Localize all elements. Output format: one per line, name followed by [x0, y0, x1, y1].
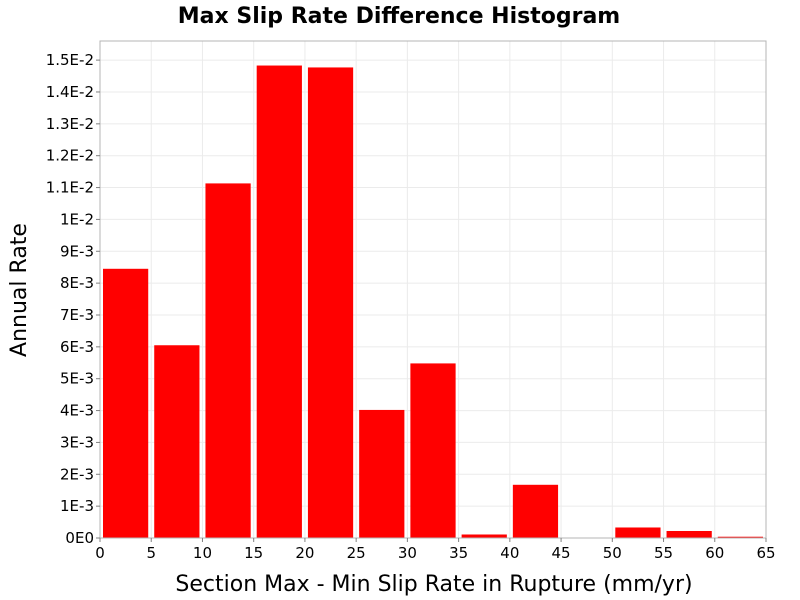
y-tick-label: 1.4E-2: [46, 83, 94, 101]
y-tick-label: 2E-3: [60, 465, 94, 483]
y-tick-label: 1E-3: [60, 497, 94, 515]
y-axis-label: Annual Rate: [7, 223, 32, 357]
x-tick-label: 25: [347, 544, 366, 562]
bar-40-45: [512, 484, 559, 538]
y-tick-label: 1E-2: [60, 210, 94, 228]
y-tick-label: 1.5E-2: [46, 51, 94, 69]
y-tick-label: 9E-3: [60, 242, 94, 260]
x-tick-label: 65: [756, 544, 775, 562]
bar-25-30: [359, 409, 405, 538]
x-tick-label: 30: [398, 544, 417, 562]
y-tick-label: 3E-3: [60, 433, 94, 451]
y-tick-label: 4E-3: [60, 402, 94, 420]
y-tick-label: 6E-3: [60, 338, 94, 356]
y-axis-ticks: 0E0 1E-3 2E-3 3E-3 4E-3 5E-3 6E-3 7E-3 8E-3 9E-3 1…: [46, 51, 100, 547]
bars: [103, 65, 763, 539]
x-tick-label: 40: [500, 544, 519, 562]
x-tick-label: 10: [193, 544, 212, 562]
bar-15-20: [256, 65, 302, 539]
x-tick-label: 45: [552, 544, 571, 562]
x-tick-label: 55: [654, 544, 673, 562]
x-tick-label: 20: [295, 544, 314, 562]
y-tick-label: 7E-3: [60, 306, 94, 324]
bar-55-60: [666, 530, 712, 538]
x-tick-label: 35: [449, 544, 468, 562]
chart-title: Max Slip Rate Difference Histogram: [178, 4, 620, 29]
y-tick-label: 1.3E-2: [46, 115, 94, 133]
bar-50-55: [615, 527, 661, 538]
x-tick-label: 0: [95, 544, 105, 562]
x-tick-label: 5: [146, 544, 156, 562]
bar-60-65: [717, 536, 763, 538]
y-tick-label: 0E0: [65, 529, 94, 547]
bar-5-10: [154, 345, 200, 538]
x-tick-label: 50: [603, 544, 622, 562]
bar-10-15: [205, 183, 251, 539]
bar-20-25: [307, 67, 354, 539]
bar-30-35: [410, 363, 456, 538]
y-tick-label: 8E-3: [60, 274, 94, 292]
y-tick-label: 5E-3: [60, 370, 94, 388]
x-axis-ticks: 0 5 10 15 20 25 30 35 40 45 50 55 60 65: [95, 538, 776, 562]
bar-0-5: [103, 268, 149, 538]
x-axis-label: Section Max - Min Slip Rate in Rupture (…: [175, 572, 692, 597]
x-tick-label: 15: [244, 544, 263, 562]
plot-frame: [99, 40, 767, 539]
x-tick-label: 60: [705, 544, 724, 562]
bar-35-40: [461, 534, 507, 538]
y-tick-label: 1.2E-2: [46, 147, 94, 165]
y-tick-label: 1.1E-2: [46, 179, 94, 197]
